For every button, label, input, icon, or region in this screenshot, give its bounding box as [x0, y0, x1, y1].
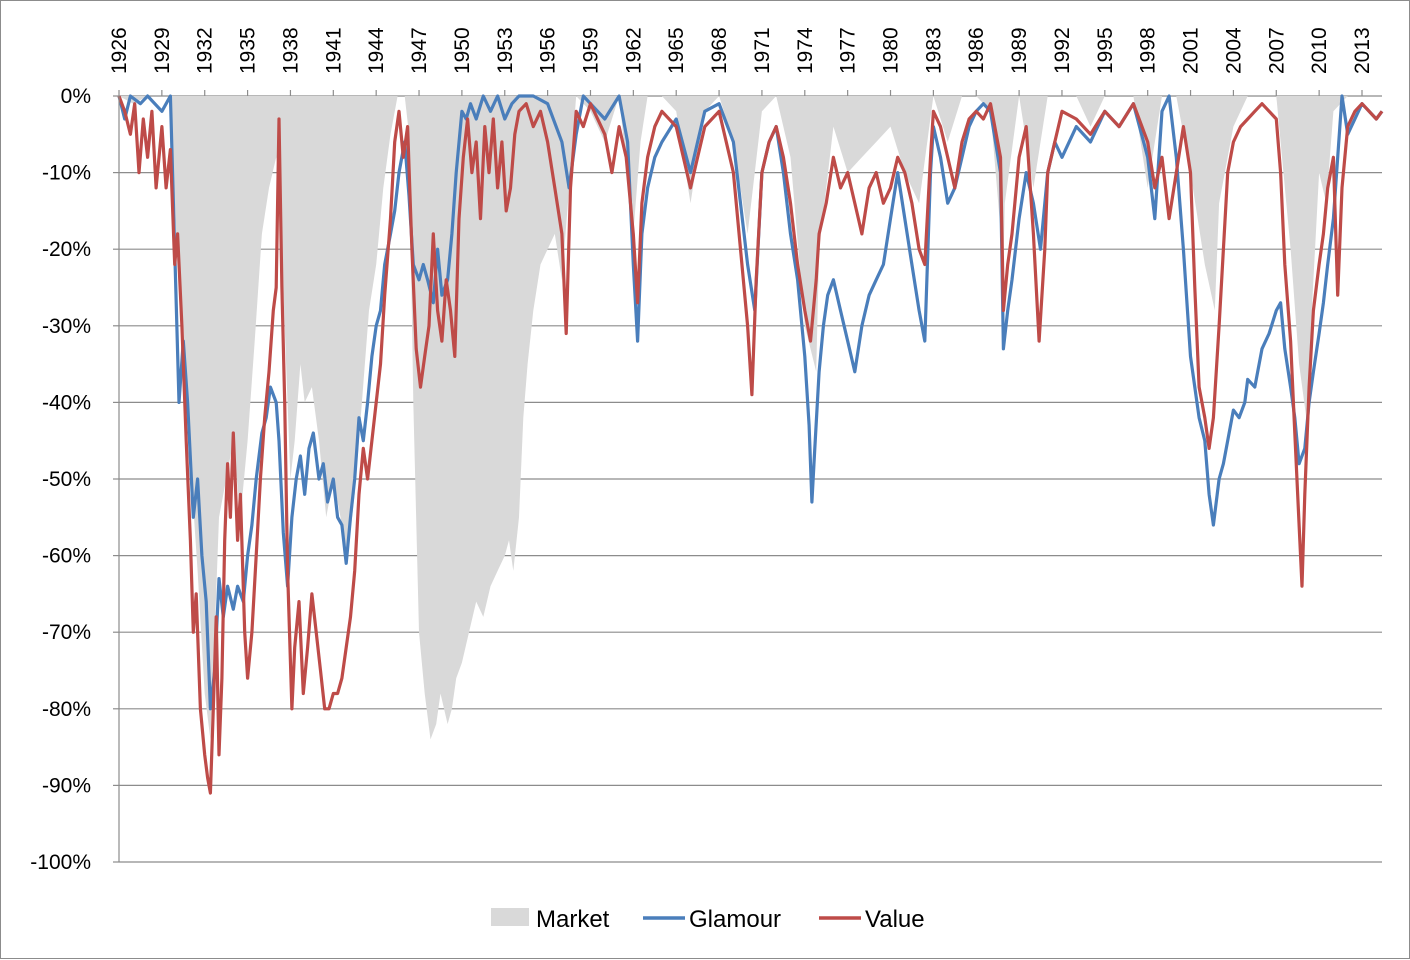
value-line	[117, 95, 1384, 795]
x-tick-label: 2001	[1180, 27, 1203, 74]
x-tick-label: 2010	[1308, 27, 1331, 74]
x-tick-label: 1926	[108, 27, 131, 74]
x-tick-label: 1968	[708, 27, 731, 74]
legend-market-label: Market	[536, 906, 610, 933]
x-tick-label: 1995	[1094, 27, 1117, 74]
legend-glamour-label: Glamour	[689, 906, 781, 933]
y-tick-label: -50%	[42, 468, 91, 491]
x-tick-label: 1935	[237, 27, 260, 74]
y-tick-labels: 0% -10% -20% -30% -40% -50% -60% -70% -80% -90% -1…	[30, 85, 91, 874]
x-tick-label: 1941	[322, 27, 345, 74]
x-tick-label: 1989	[1008, 27, 1031, 74]
lines-layer	[117, 94, 1384, 795]
x-tick-label: 2004	[1222, 27, 1245, 74]
x-tick-label: 2013	[1351, 27, 1374, 74]
x-tick-label: 1965	[665, 27, 688, 74]
x-tick-labels: 1926 1929 1932 1935 1938 1941 1944 1947 1950 1953…	[108, 27, 1374, 74]
legend-market-swatch	[491, 908, 529, 926]
x-tick-label: 1971	[751, 27, 774, 74]
y-tick-label: -70%	[42, 621, 91, 644]
x-tick-label: 1980	[880, 27, 903, 74]
x-tick-label: 2007	[1265, 27, 1288, 74]
y-tick-label: -30%	[42, 315, 91, 338]
x-tick-label: 1998	[1137, 27, 1160, 74]
x-tick-label: 1977	[837, 27, 860, 74]
x-tick-label: 1959	[579, 27, 602, 74]
x-tick-label: 1974	[794, 27, 817, 74]
axes-layer	[113, 90, 1382, 863]
y-tick-label: -10%	[42, 162, 91, 185]
x-tick-label: 1932	[194, 27, 217, 74]
x-tick-label: 1944	[365, 27, 388, 74]
y-tick-label: -60%	[42, 545, 91, 568]
y-tick-label: -80%	[42, 698, 91, 721]
x-tick-label: 1938	[279, 27, 302, 74]
x-tick-label: 1950	[451, 27, 474, 74]
legend-value-label: Value	[865, 906, 925, 933]
y-tick-label: -90%	[42, 774, 91, 797]
x-tick-label: 1929	[151, 27, 174, 74]
x-tick-label: 1992	[1051, 27, 1074, 74]
x-tick-label: 1983	[922, 27, 945, 74]
x-tick-label: 1947	[408, 27, 431, 74]
x-tick-label: 1962	[622, 27, 645, 74]
y-tick-label: 0%	[61, 85, 91, 108]
y-tick-label: -100%	[30, 851, 91, 874]
y-tick-label: -20%	[42, 238, 91, 261]
glamour-line	[117, 94, 1384, 711]
x-tick-label: 1986	[965, 27, 988, 74]
x-tick-label: 1953	[494, 27, 517, 74]
y-tick-label: -40%	[42, 391, 91, 414]
legend: Market Glamour Value	[491, 906, 925, 933]
x-tick-label: 1956	[537, 27, 560, 74]
